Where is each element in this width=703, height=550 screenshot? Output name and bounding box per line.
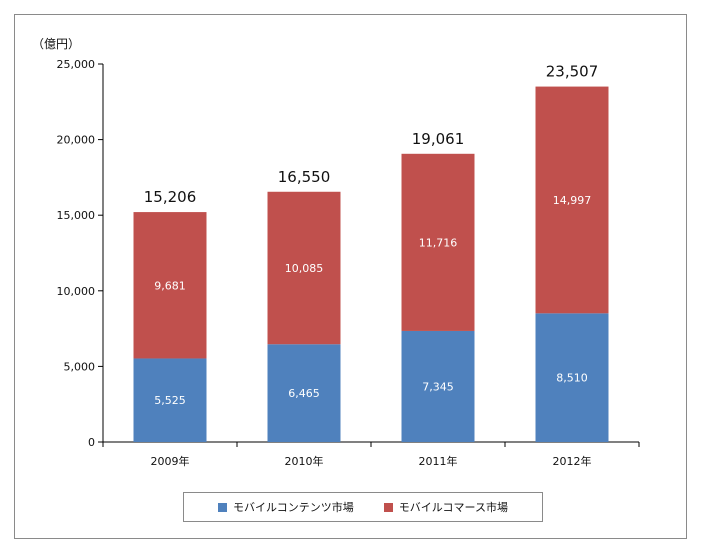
y-tick-label: 20,000 [57,134,96,147]
segment-value-label: 5,525 [154,394,186,407]
bar-segment-mobile-commerce [133,212,207,359]
segment-value-label: 14,997 [553,194,592,207]
y-tick-label: 10,000 [57,285,96,298]
segment-value-label: 11,716 [419,236,458,249]
bar-segment-mobile-commerce [401,153,475,331]
y-tick-label: 5,000 [64,360,96,373]
legend-swatch-mobile-commerce [383,502,393,512]
bar-segment-mobile-content [133,358,207,442]
y-tick-label: 15,000 [57,209,96,222]
legend-item-mobile-content: モバイルコンテンツ市場 [217,499,354,515]
legend-label-mobile-commerce: モバイルコマース市場 [398,501,508,514]
bar-segment-mobile-commerce [535,86,609,314]
total-value-label: 15,206 [144,188,197,206]
total-value-label: 23,507 [546,63,599,81]
x-category-label: 2010年 [285,454,324,468]
x-category-label: 2012年 [553,454,592,468]
bar-segment-mobile-content [267,344,341,442]
y-unit-label: （億円） [32,37,80,51]
total-value-label: 19,061 [412,130,465,148]
y-tick-label: 0 [88,436,95,449]
legend: モバイルコンテンツ市場 モバイルコマース市場 [183,492,543,522]
segment-value-label: 10,085 [285,262,324,275]
y-tick-label: 25,000 [57,58,96,71]
legend-item-mobile-commerce: モバイルコマース市場 [383,499,508,515]
bar-segment-mobile-content [401,330,475,442]
x-category-label: 2009年 [151,454,190,468]
bars [133,86,609,442]
labels: 5,525 9,681 15,206 2009年 6,465 10,085 16,550 20… [144,63,599,468]
bar-segment-mobile-content [535,313,609,442]
segment-value-label: 7,345 [422,380,454,393]
segment-value-label: 9,681 [154,279,186,292]
legend-swatch-mobile-content [217,502,227,512]
segment-value-label: 6,465 [288,387,320,400]
legend-label-mobile-content: モバイルコンテンツ市場 [232,501,354,514]
x-category-label: 2011年 [419,454,458,468]
total-value-label: 16,550 [278,168,331,186]
bar-segment-mobile-commerce [267,191,341,345]
segment-value-label: 8,510 [556,372,588,385]
